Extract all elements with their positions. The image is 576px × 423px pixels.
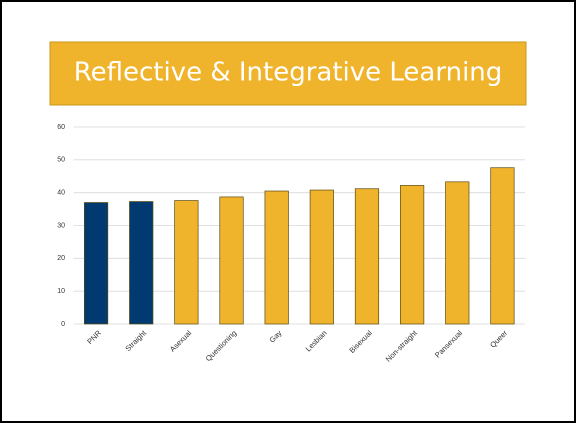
y-tick-label: 10 [57,288,65,295]
bar [264,190,289,325]
bar [445,181,470,325]
y-tick-label: 0 [61,321,65,328]
bar [309,189,334,325]
bar [490,167,515,325]
title-box [49,41,527,106]
y-tick-label: 60 [57,124,65,131]
bar [174,200,199,325]
bar [219,196,244,325]
bar [129,201,154,325]
y-tick-label: 50 [57,157,65,164]
y-tick-label: 40 [57,190,65,197]
chart-title: Reflective & Integrative Learning [74,58,503,88]
y-tick-label: 30 [57,222,65,229]
bar [83,202,109,325]
bar [400,185,425,325]
bar [354,188,380,325]
y-tick-label: 20 [57,255,65,262]
